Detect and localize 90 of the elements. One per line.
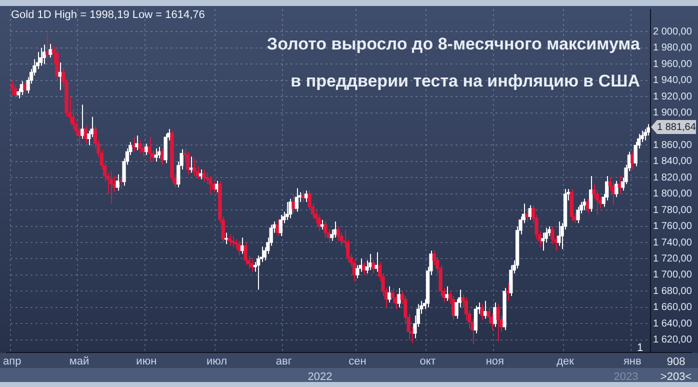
candlestick xyxy=(372,259,376,274)
y-tick-label: 1 840,00 xyxy=(653,156,692,168)
x-tick-label: сен xyxy=(348,356,366,368)
y-tick-label: 1 640,00 xyxy=(653,318,692,330)
candlestick xyxy=(208,176,212,194)
y-tick-label: 1 760,00 xyxy=(653,221,692,232)
y-tick-label: 1 900,00 xyxy=(653,108,692,119)
text: 1 881,64 xyxy=(657,122,696,133)
x-tick-label: июл xyxy=(206,356,228,368)
candlestick xyxy=(164,133,168,164)
candlestick xyxy=(192,158,196,177)
candlestick xyxy=(58,62,62,91)
y-tick-label: 1 800,00 xyxy=(653,188,692,200)
candlestick xyxy=(160,148,164,166)
y-tick-label: 2 000,00 xyxy=(653,26,692,38)
annotation: 1 xyxy=(636,342,644,354)
candlestick xyxy=(228,234,232,246)
candlestick xyxy=(10,80,14,96)
y-tick-label: 1 660,00 xyxy=(653,302,692,314)
candlestick xyxy=(614,180,618,198)
candlestick xyxy=(285,201,289,220)
candlestick xyxy=(397,287,401,308)
y-tick-label: 1 620,00 xyxy=(653,334,692,346)
candlestick xyxy=(244,242,248,266)
candlestick xyxy=(154,148,158,162)
annotation: Золото выросло до 8-месячного максимума xyxy=(266,34,641,54)
candlestick xyxy=(144,143,148,156)
text: 908 xyxy=(666,356,686,368)
candlestick xyxy=(186,151,190,175)
x-tick-label: авг xyxy=(276,356,292,368)
candlestick xyxy=(541,232,545,252)
candlestick xyxy=(148,136,152,162)
y-tick-label: 1 980,00 xyxy=(653,42,692,54)
candlestick xyxy=(189,156,193,174)
candlestick xyxy=(324,220,328,238)
candlestick xyxy=(301,190,305,202)
candlestick xyxy=(250,258,254,272)
x-tick-label: янв xyxy=(623,356,642,368)
candlestick xyxy=(496,304,500,342)
candlestick xyxy=(138,140,142,154)
candlestick xyxy=(116,174,120,192)
candlestick xyxy=(230,236,235,248)
candlestick xyxy=(525,208,529,222)
candlestick xyxy=(557,220,561,246)
candlestick xyxy=(212,180,216,193)
text: 2022 xyxy=(308,371,332,384)
candlestick xyxy=(388,286,392,304)
y-tick-label: 1 780,00 xyxy=(653,204,692,216)
y-tick-label: 1 920,00 xyxy=(653,91,692,102)
y-tick-label: 1 740,00 xyxy=(653,237,692,248)
candlestick xyxy=(109,170,114,204)
candlestick xyxy=(48,43,52,58)
candlestick xyxy=(493,302,497,328)
x-tick-label: ноя xyxy=(486,356,504,368)
candlestick xyxy=(276,219,280,237)
candlestick xyxy=(589,176,593,212)
y-tick-label: 1 700,00 xyxy=(653,270,692,281)
annotation: в преддверии теста на инфляцию в США xyxy=(290,72,640,91)
y-tick-label: 1 940,00 xyxy=(653,75,692,86)
x-tick-label: дек xyxy=(556,356,574,368)
y-tick-label: 1 860,00 xyxy=(653,140,692,151)
candlestick xyxy=(39,47,43,66)
chart-title: Gold 1D High = 1998,19 Low = 1614,76 xyxy=(11,9,205,22)
candlestick xyxy=(576,206,580,224)
x-tick-label: апр xyxy=(3,356,22,368)
candlestick xyxy=(445,286,449,302)
candlestick xyxy=(630,151,634,170)
y-tick-label: 1 820,00 xyxy=(653,172,692,184)
candlestick xyxy=(292,193,296,214)
candlestick xyxy=(42,44,46,65)
y-tick-label: 1 680,00 xyxy=(653,286,692,297)
x-tick-label: окт xyxy=(420,356,436,368)
candlestick xyxy=(509,264,513,297)
x-tick-label: май xyxy=(69,356,90,368)
y-tick-label: 1 960,00 xyxy=(653,58,692,70)
x-tick-label: июн xyxy=(136,356,157,368)
candlestick xyxy=(294,188,299,212)
candlestick xyxy=(278,214,283,237)
candlestick xyxy=(23,80,27,94)
candlestick xyxy=(202,169,206,182)
text: >203< xyxy=(660,371,692,384)
candlestick xyxy=(474,305,478,334)
candlestick xyxy=(333,220,337,238)
candlestick xyxy=(13,84,18,99)
candlestick xyxy=(256,255,260,290)
candlestick xyxy=(80,104,84,140)
candlestick xyxy=(480,304,484,321)
y-tick-label: 1 720,00 xyxy=(653,254,692,264)
candlestick xyxy=(317,214,321,232)
candlestick xyxy=(582,198,586,211)
